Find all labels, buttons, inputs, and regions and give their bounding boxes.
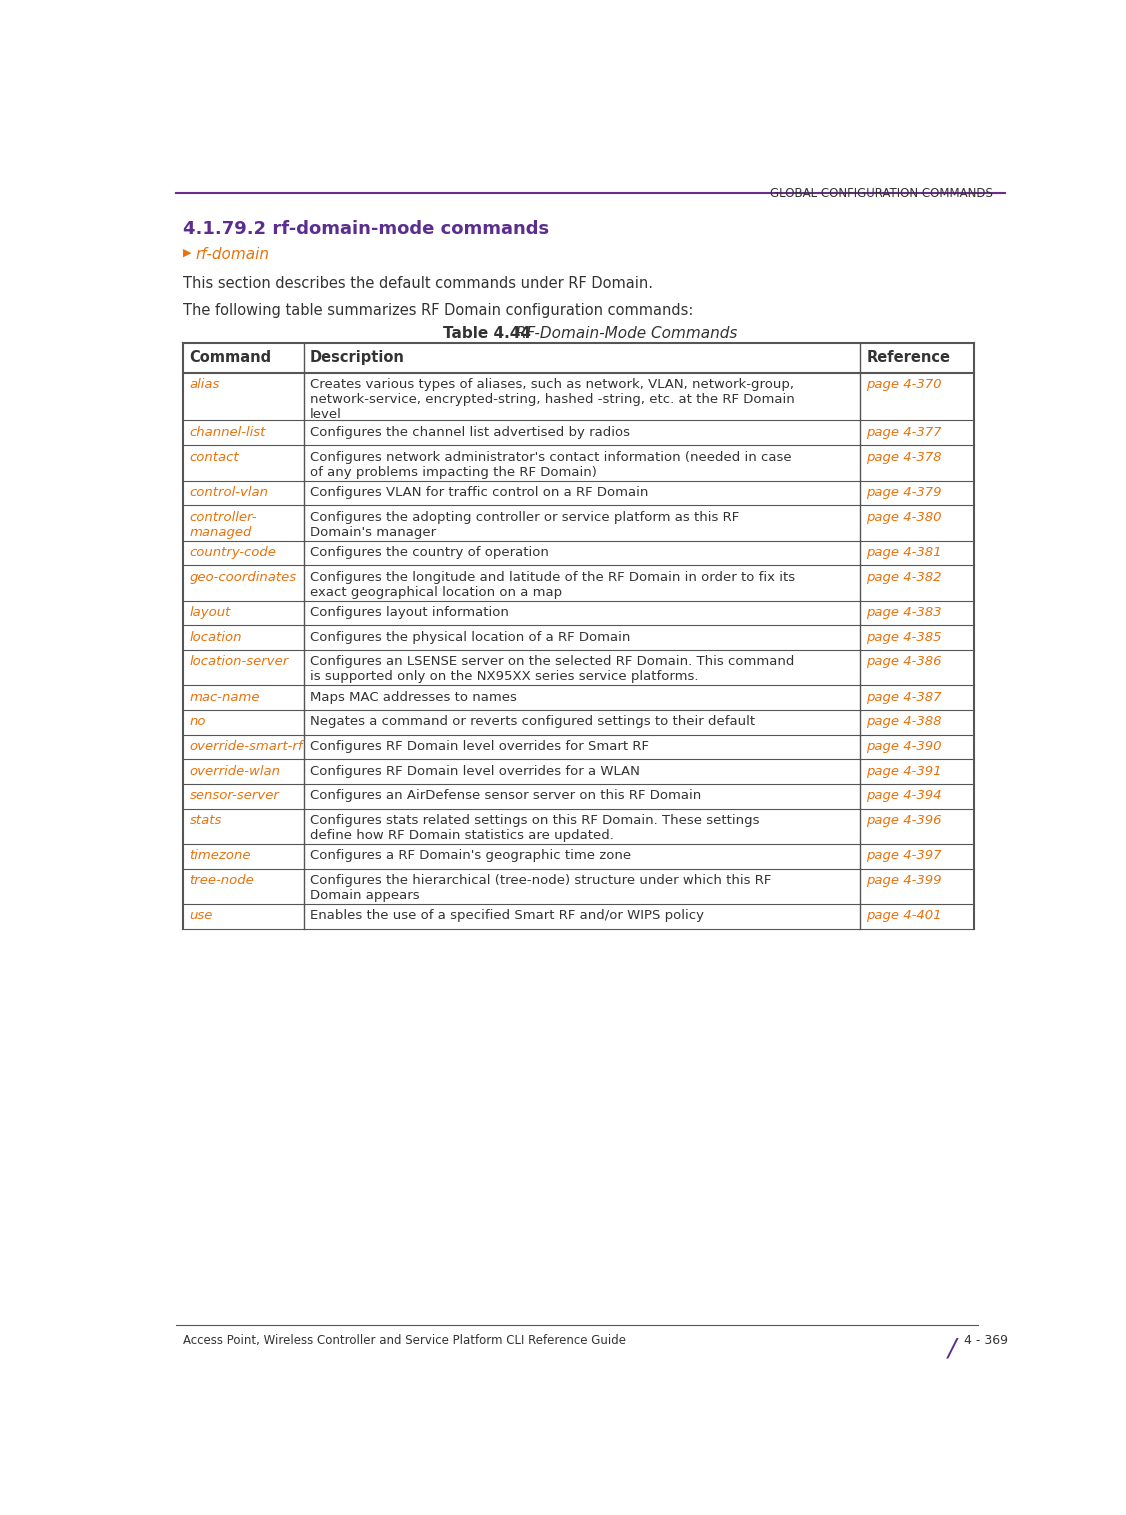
Text: Configures the longitude and latitude of the RF Domain in order to fix its
exact: Configures the longitude and latitude of… (310, 571, 795, 598)
Text: page 4-386: page 4-386 (866, 656, 941, 668)
Text: timezone: timezone (189, 850, 251, 862)
Text: page 4-378: page 4-378 (866, 450, 941, 464)
Text: channel-list: channel-list (189, 426, 266, 439)
Text: page 4-388: page 4-388 (866, 715, 941, 729)
Text: Configures network administrator's contact information (needed in case
of any pr: Configures network administrator's conta… (310, 450, 792, 479)
Text: mac-name: mac-name (189, 691, 260, 704)
Text: page 4-397: page 4-397 (866, 850, 941, 862)
Text: page 4-377: page 4-377 (866, 426, 941, 439)
Text: location: location (189, 630, 242, 644)
Text: location-server: location-server (189, 656, 289, 668)
Text: control-vlan: control-vlan (189, 486, 269, 498)
Text: geo-coordinates: geo-coordinates (189, 571, 296, 583)
Text: controller-
managed: controller- managed (189, 511, 257, 539)
Text: Configures stats related settings on this RF Domain. These settings
define how R: Configures stats related settings on thi… (310, 814, 759, 842)
Text: page 4-380: page 4-380 (866, 511, 941, 524)
Text: page 4-379: page 4-379 (866, 486, 941, 498)
Text: Configures a RF Domain's geographic time zone: Configures a RF Domain's geographic time… (310, 850, 631, 862)
Text: page 4-396: page 4-396 (866, 814, 941, 827)
Text: page 4-385: page 4-385 (866, 630, 941, 644)
Text: layout: layout (189, 606, 231, 620)
Text: Reference: Reference (866, 350, 950, 365)
Text: Configures the hierarchical (tree-node) structure under which this RF
Domain app: Configures the hierarchical (tree-node) … (310, 874, 771, 901)
Text: Enables the use of a specified Smart RF and/or WIPS policy: Enables the use of a specified Smart RF … (310, 909, 704, 923)
Text: sensor-server: sensor-server (189, 789, 279, 803)
Text: alias: alias (189, 379, 220, 391)
Text: page 4-383: page 4-383 (866, 606, 941, 620)
Text: Configures RF Domain level overrides for Smart RF: Configures RF Domain level overrides for… (310, 739, 649, 753)
Text: /: / (948, 1336, 957, 1360)
Text: The following table summarizes RF Domain configuration commands:: The following table summarizes RF Domain… (184, 303, 694, 318)
Text: page 4-370: page 4-370 (866, 379, 941, 391)
Text: page 4-399: page 4-399 (866, 874, 941, 886)
Text: use: use (189, 909, 213, 923)
Text: Negates a command or reverts configured settings to their default: Negates a command or reverts configured … (310, 715, 754, 729)
Text: page 4-387: page 4-387 (866, 691, 941, 704)
Text: Creates various types of aliases, such as network, VLAN, network-group,
network-: Creates various types of aliases, such a… (310, 379, 795, 421)
Text: Configures the adopting controller or service platform as this RF
Domain's manag: Configures the adopting controller or se… (310, 511, 739, 539)
Text: ▶: ▶ (184, 247, 191, 258)
Text: no: no (189, 715, 206, 729)
Text: Configures the country of operation: Configures the country of operation (310, 545, 548, 559)
Text: Configures layout information: Configures layout information (310, 606, 509, 620)
Text: This section describes the default commands under RF Domain.: This section describes the default comma… (184, 276, 653, 291)
Text: rf-domain: rf-domain (195, 247, 269, 262)
Text: 4.1.79.2 rf-domain-mode commands: 4.1.79.2 rf-domain-mode commands (184, 220, 549, 238)
Text: page 4-391: page 4-391 (866, 765, 941, 777)
Text: Command: Command (189, 350, 271, 365)
Text: override-smart-rf: override-smart-rf (189, 739, 303, 753)
Text: page 4-394: page 4-394 (866, 789, 941, 803)
Text: override-wlan: override-wlan (189, 765, 280, 777)
Text: tree-node: tree-node (189, 874, 254, 886)
Text: page 4-382: page 4-382 (866, 571, 941, 583)
Text: Configures an LSENSE server on the selected RF Domain. This command
is supported: Configures an LSENSE server on the selec… (310, 656, 794, 683)
Text: Access Point, Wireless Controller and Service Platform CLI Reference Guide: Access Point, Wireless Controller and Se… (184, 1335, 626, 1347)
Text: Configures the channel list advertised by radios: Configures the channel list advertised b… (310, 426, 629, 439)
Text: country-code: country-code (189, 545, 277, 559)
Text: RF-Domain-Mode Commands: RF-Domain-Mode Commands (511, 326, 738, 341)
Text: Maps MAC addresses to names: Maps MAC addresses to names (310, 691, 517, 704)
Text: Configures RF Domain level overrides for a WLAN: Configures RF Domain level overrides for… (310, 765, 640, 777)
Text: Table 4.44: Table 4.44 (443, 326, 531, 341)
Text: Configures the physical location of a RF Domain: Configures the physical location of a RF… (310, 630, 631, 644)
Text: page 4-390: page 4-390 (866, 739, 941, 753)
Text: Configures VLAN for traffic control on a RF Domain: Configures VLAN for traffic control on a… (310, 486, 649, 498)
Text: Configures an AirDefense sensor server on this RF Domain: Configures an AirDefense sensor server o… (310, 789, 701, 803)
Text: GLOBAL CONFIGURATION COMMANDS: GLOBAL CONFIGURATION COMMANDS (770, 188, 993, 200)
Text: page 4-401: page 4-401 (866, 909, 941, 923)
Text: stats: stats (189, 814, 222, 827)
Text: 4 - 369: 4 - 369 (964, 1335, 1008, 1347)
Text: contact: contact (189, 450, 239, 464)
Text: page 4-381: page 4-381 (866, 545, 941, 559)
Text: Description: Description (310, 350, 404, 365)
